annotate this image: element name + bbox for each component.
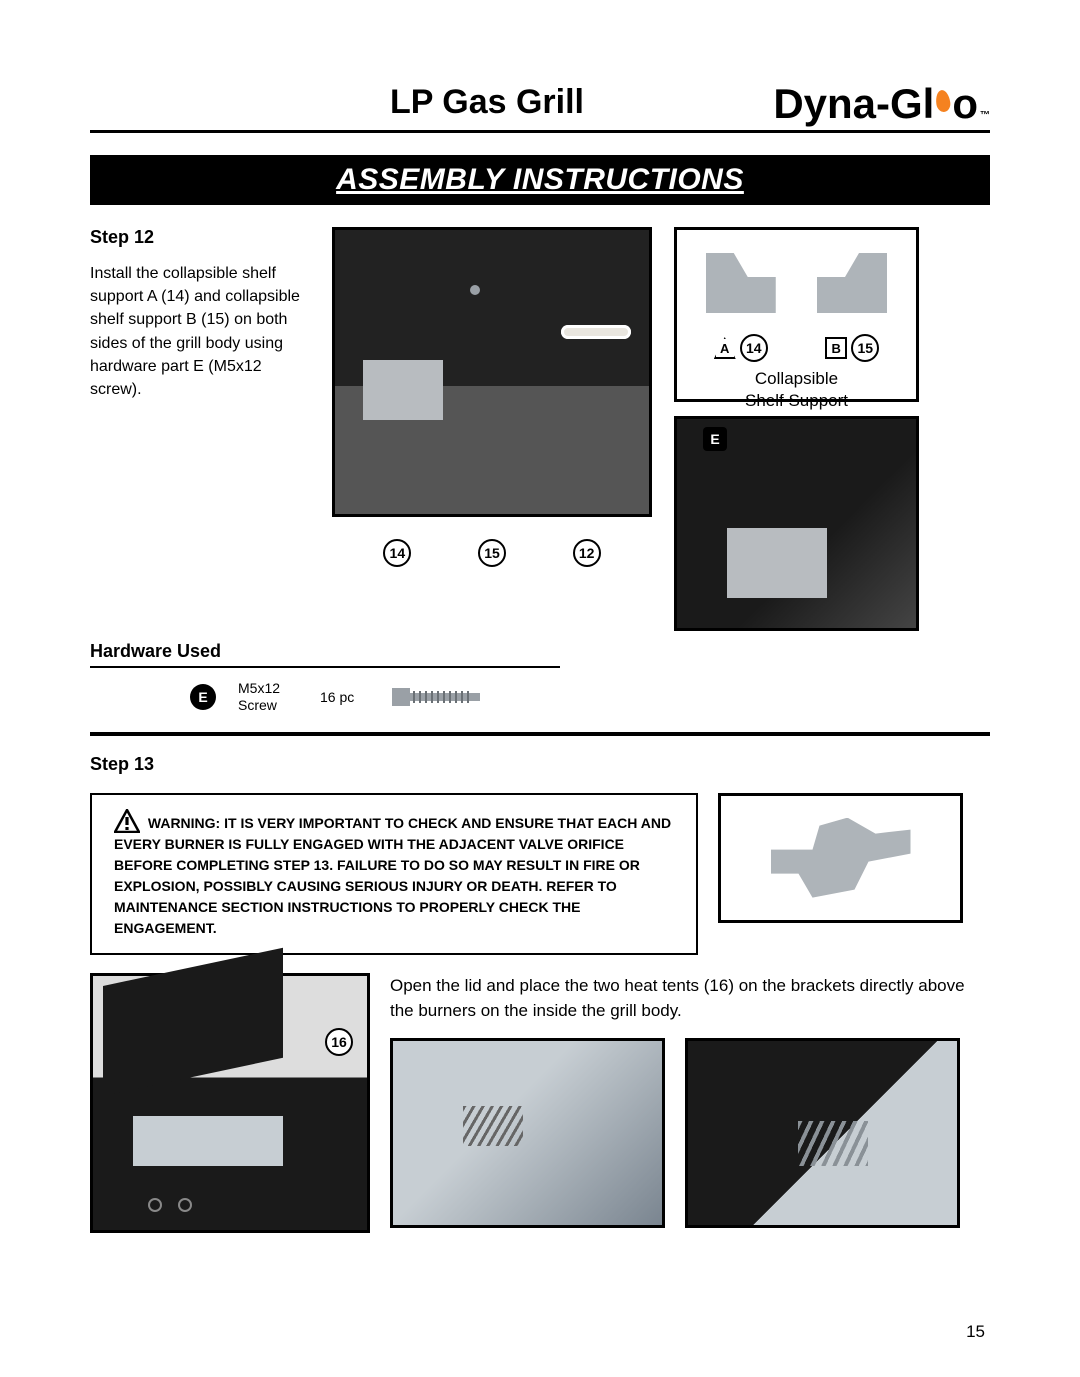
brand-logo: Dyna-Gl o ™ — [773, 80, 990, 130]
bracket-a-icon — [706, 253, 776, 313]
parts-illustrations — [685, 238, 908, 328]
parts-caption-1: Collapsible — [755, 369, 838, 388]
part-14-num: 14 — [740, 334, 768, 362]
main-callout-row: 14 15 12 — [332, 539, 652, 567]
hardware-row: E M5x12 Screw 16 pc — [90, 676, 990, 718]
step-13-body: Open the lid and place the two heat tent… — [390, 973, 990, 1024]
page-number: 15 — [966, 1322, 985, 1342]
warning-icon — [114, 809, 140, 833]
valve-shape-icon — [771, 818, 911, 898]
step-13-body-row: 16 Open the lid and place the two heat t… — [90, 973, 990, 1233]
trademark: ™ — [980, 110, 990, 121]
step-12-row: Step 12 Install the collapsible shelf su… — [90, 227, 990, 631]
letter-a-icon: A — [714, 337, 736, 359]
hardware-title: Hardware Used — [90, 641, 560, 668]
parts-caption-2: Shelf Support — [745, 391, 848, 410]
heat-tent-diagram-1 — [390, 1038, 665, 1228]
product-title: LP Gas Grill — [390, 83, 584, 130]
step-12-text-col: Step 12 Install the collapsible shelf su… — [90, 227, 310, 401]
valve-diagram — [718, 793, 963, 923]
detail-bracket-icon — [727, 528, 827, 598]
flame-icon — [935, 89, 952, 113]
step-13-text-images: Open the lid and place the two heat tent… — [390, 973, 990, 1228]
step-13-top-row: WARNING: IT IS VERY IMPORTANT TO CHECK A… — [90, 793, 990, 973]
step-12-main-diagram-wrap: 14 15 12 — [332, 227, 652, 545]
section-banner: ASSEMBLY INSTRUCTIONS — [90, 155, 990, 205]
bracket-illustration — [363, 360, 443, 420]
callout-14: 14 — [383, 539, 411, 567]
parts-label-row: A 14 B 15 — [685, 334, 908, 362]
letter-b-icon: B — [825, 337, 847, 359]
grill-open-diagram: 16 — [90, 973, 370, 1233]
parts-box: A 14 B 15 Collapsible Shelf Support — [674, 227, 919, 402]
bracket-b-icon — [817, 253, 887, 313]
step-13-image-row — [390, 1038, 990, 1228]
hw-name: M5x12 Screw — [238, 680, 298, 714]
detail-e-label: E — [703, 427, 727, 451]
callout-12: 12 — [573, 539, 601, 567]
parts-caption: Collapsible Shelf Support — [685, 368, 908, 412]
heat-tent-diagram-2 — [685, 1038, 960, 1228]
section-divider — [90, 732, 990, 736]
logo-text-2: o — [952, 80, 978, 128]
callout-15: 15 — [478, 539, 506, 567]
knob-1-icon — [148, 1198, 162, 1212]
page-header: LP Gas Grill Dyna-Gl o ™ — [90, 80, 990, 133]
warning-text: WARNING: IT IS VERY IMPORTANT TO CHECK A… — [114, 809, 674, 939]
part-15-num: 15 — [851, 334, 879, 362]
warning-body: IT IS VERY IMPORTANT TO CHECK AND ENSURE… — [114, 815, 671, 936]
heat-tent-icon — [133, 1116, 283, 1166]
hardware-section: Hardware Used E M5x12 Screw 16 pc — [90, 641, 990, 718]
callout-16: 16 — [325, 1028, 353, 1056]
hw-qty: 16 pc — [320, 689, 370, 705]
screw-icon — [392, 685, 487, 709]
step-12-side-col: A 14 B 15 Collapsible Shelf Support E — [674, 227, 919, 631]
step-12-main-diagram — [332, 227, 652, 517]
step-13-label: Step 13 — [90, 754, 990, 775]
warning-lead: WARNING: — [148, 815, 224, 831]
step-12-body: Install the collapsible shelf support A … — [90, 262, 310, 401]
logo-text-1: Dyna-Gl — [773, 80, 934, 128]
warning-box: WARNING: IT IS VERY IMPORTANT TO CHECK A… — [90, 793, 698, 955]
knob-icon — [470, 285, 480, 295]
knob-2-icon — [178, 1198, 192, 1212]
detail-box: E — [674, 416, 919, 631]
hw-name-2: Screw — [238, 697, 277, 713]
step-12-label: Step 12 — [90, 227, 310, 248]
hw-letter-e: E — [190, 684, 216, 710]
hw-name-1: M5x12 — [238, 680, 280, 696]
